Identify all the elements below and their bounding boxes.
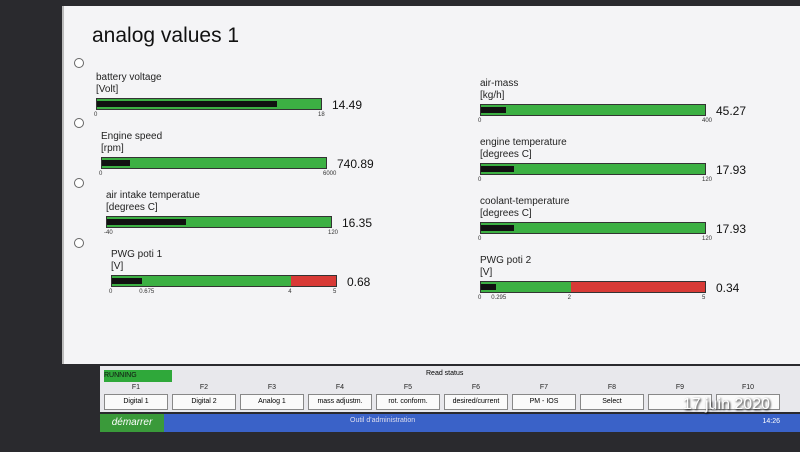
f-key: F7 bbox=[539, 384, 549, 391]
gauge-track bbox=[480, 222, 706, 234]
gauge-unit: [rpm] bbox=[101, 143, 124, 154]
gauge-unit: [V] bbox=[480, 267, 493, 278]
clock: 14:26 bbox=[762, 418, 780, 425]
f-button[interactable]: Select bbox=[580, 394, 644, 410]
gauge-unit: [kg/h] bbox=[480, 90, 505, 101]
gauge-label: PWG poti 2 bbox=[480, 255, 532, 266]
gauge-unit: [Volt] bbox=[96, 84, 119, 95]
photo-date: 17 juin 2020 bbox=[682, 396, 770, 413]
scale-label: 0.675 bbox=[139, 289, 155, 295]
f-key: F2 bbox=[199, 384, 209, 391]
taskbar-window[interactable]: Outil d'administration bbox=[350, 417, 416, 424]
taskbar: démarrer Outil d'administration 14:26 bbox=[100, 414, 800, 432]
radio bbox=[74, 238, 84, 248]
gauge-unit: [degrees C] bbox=[106, 202, 158, 213]
gauge-unit: [V] bbox=[111, 261, 124, 272]
gauge-value: 45.27 bbox=[716, 104, 747, 118]
scale-label: 400 bbox=[702, 118, 713, 124]
gauge-value: 740.89 bbox=[337, 157, 374, 171]
gauge-track bbox=[96, 98, 322, 110]
scale-label: 0 bbox=[478, 177, 482, 183]
gauge-track bbox=[480, 281, 706, 293]
red-zone bbox=[291, 276, 336, 286]
gauge-track bbox=[101, 157, 327, 169]
value-bar bbox=[481, 166, 515, 172]
gauge-value: 17.93 bbox=[716, 163, 747, 177]
f-key: F3 bbox=[267, 384, 277, 391]
gauge-label: coolant-temperature bbox=[480, 196, 570, 207]
scale-label: 0 bbox=[109, 289, 113, 295]
scale-label: 120 bbox=[702, 177, 713, 183]
f-key: F4 bbox=[335, 384, 345, 391]
gauge-unit: [degrees C] bbox=[480, 208, 532, 219]
f-button[interactable]: Digital 2 bbox=[172, 394, 236, 410]
f-button[interactable]: desired/current bbox=[444, 394, 508, 410]
scale-label: 18 bbox=[318, 112, 325, 118]
f-button[interactable]: Digital 1 bbox=[104, 394, 168, 410]
scale-label: 5 bbox=[702, 295, 706, 301]
scale-label: 4 bbox=[288, 289, 292, 295]
scale-label: -40 bbox=[104, 230, 113, 236]
scale-label: 5 bbox=[333, 289, 337, 295]
gauge-label: Engine speed bbox=[101, 131, 163, 142]
gauge-track bbox=[480, 163, 706, 175]
f-key: F1 bbox=[131, 384, 141, 391]
gauge-value: 16.35 bbox=[342, 216, 373, 230]
scale-label: 0 bbox=[478, 295, 482, 301]
scale-label: 120 bbox=[328, 230, 339, 236]
scale-label: 120 bbox=[702, 236, 713, 242]
f-button[interactable]: mass adjustm. bbox=[308, 394, 372, 410]
gauge-label: engine temperature bbox=[480, 137, 567, 148]
gauge-label: air-mass bbox=[480, 78, 519, 89]
window-title: analog values 1 bbox=[92, 24, 240, 47]
radio bbox=[74, 58, 84, 68]
f-button[interactable] bbox=[648, 394, 712, 410]
start-button[interactable]: démarrer bbox=[100, 414, 164, 432]
value-bar bbox=[481, 284, 497, 290]
gauge-track bbox=[111, 275, 337, 287]
app-window: analog values 1 battery voltage [Volt] 0 18… bbox=[62, 6, 800, 364]
f-button[interactable] bbox=[716, 394, 780, 410]
f-button[interactable]: rot. conform. bbox=[376, 394, 440, 410]
gauge-label: battery voltage bbox=[96, 72, 162, 83]
scale-label: 0.295 bbox=[491, 295, 507, 301]
value-bar bbox=[481, 225, 515, 231]
value-bar bbox=[97, 101, 278, 107]
value-bar bbox=[112, 278, 143, 284]
value-bar bbox=[481, 107, 507, 113]
scale-label: 0 bbox=[94, 112, 98, 118]
function-bar: RUNNING Read status F1 Digital 1 F2 Digital… bbox=[100, 366, 800, 412]
gauge-value: 14.49 bbox=[332, 98, 363, 112]
value-bar bbox=[107, 219, 186, 225]
f-button[interactable]: Analog 1 bbox=[240, 394, 304, 410]
gauge-value: 0.34 bbox=[716, 281, 740, 295]
f-key: F5 bbox=[403, 384, 413, 391]
gauge-unit: [degrees C] bbox=[480, 149, 532, 160]
scale-label: 0 bbox=[99, 171, 103, 177]
radio bbox=[74, 118, 84, 128]
radio bbox=[74, 178, 84, 188]
f-key: F6 bbox=[471, 384, 481, 391]
gauge-value: 0.68 bbox=[347, 275, 371, 289]
scale-label: 6000 bbox=[323, 171, 337, 177]
scale-label: 2 bbox=[567, 295, 571, 301]
f-button[interactable]: PM - IOS bbox=[512, 394, 576, 410]
gauge-label: air intake temperatue bbox=[106, 190, 200, 201]
f-key: F8 bbox=[607, 384, 617, 391]
red-zone bbox=[570, 282, 705, 292]
f-key: F9 bbox=[675, 384, 685, 391]
status-text: Read status bbox=[426, 370, 464, 377]
gauge-label: PWG poti 1 bbox=[111, 249, 163, 260]
gauge-track bbox=[480, 104, 706, 116]
f-key: F10 bbox=[741, 384, 755, 391]
status-state: RUNNING bbox=[104, 370, 172, 382]
value-bar bbox=[102, 160, 130, 166]
scale-label: 0 bbox=[478, 236, 482, 242]
gauge-value: 17.93 bbox=[716, 222, 747, 236]
gauge-track bbox=[106, 216, 332, 228]
scale-label: 0 bbox=[478, 118, 482, 124]
